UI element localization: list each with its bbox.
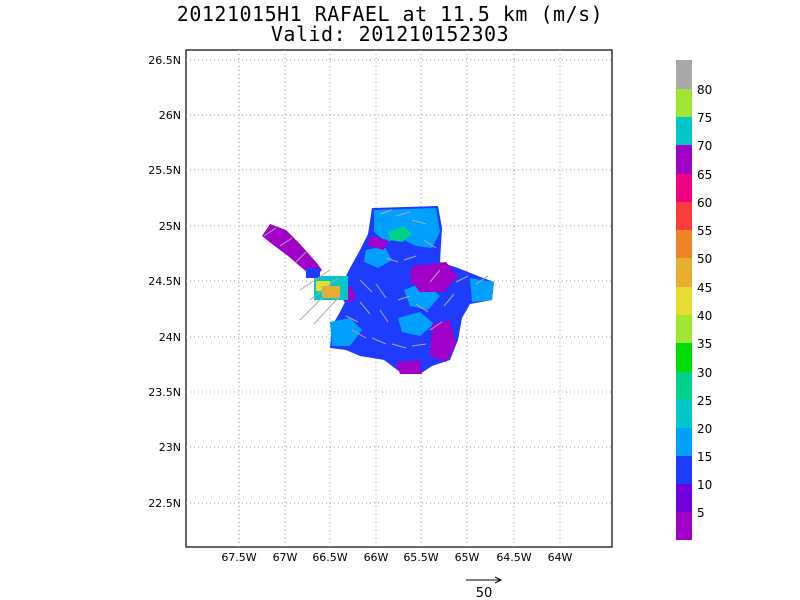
wind-vectors [263,209,489,349]
colorbar-label: 80 [697,83,712,97]
field-15 [306,268,320,278]
cb-swatch [676,60,692,89]
field-20 [330,318,362,346]
lon-label: 65.5W [403,551,438,564]
colorbar-label: 25 [697,394,712,408]
lon-label: 65W [455,551,480,564]
lat-label: 22.5N [148,497,181,510]
colorbar: 5 10 15 20 25 30 35 40 45 50 55 60 65 70… [676,60,712,540]
colorbar-label: 70 [697,139,712,153]
cb-swatch [676,512,692,540]
cb-swatch [676,258,692,287]
colorbar-label: 65 [697,168,712,182]
colorbar-label: 40 [697,309,712,323]
cb-swatch [676,202,692,230]
lon-label: 66.5W [312,551,347,564]
lon-label: 66W [364,551,389,564]
colorbar-label: 35 [697,337,712,351]
cb-swatch [676,230,692,258]
cb-swatch [676,89,692,117]
cb-swatch [676,400,692,428]
title-line-1: 20121015H1 RAFAEL at 11.5 km (m/s) [176,2,604,26]
colorbar-label: 60 [697,196,712,210]
colorbar-label: 5 [697,506,705,520]
field-30 [388,226,412,242]
cb-swatch [676,117,692,145]
field-arm [262,224,322,278]
lon-label: 64.5W [496,551,531,564]
cb-swatch [676,456,692,484]
field-20 [470,278,494,302]
cb-swatch [676,484,692,512]
field-10 [368,236,388,250]
cb-swatch [676,343,692,372]
lat-label: 23N [159,441,181,454]
lat-label: 25N [159,220,181,233]
field-10 [396,360,422,374]
wind-field [262,206,494,374]
colorbar-label: 75 [697,111,712,125]
cb-swatch [676,372,692,400]
colorbar-label: 20 [697,422,712,436]
field-20 [364,246,392,268]
plot-frame [185,49,613,548]
lon-label: 67.5W [221,551,256,564]
lat-label: 26N [159,109,181,122]
cb-swatch [676,428,692,456]
lat-label: 23.5N [148,386,181,399]
colorbar-label: 10 [697,478,712,492]
title-line-2: Valid: 201210152303 [270,22,510,46]
field-50 [322,286,340,298]
lat-label: 25.5N [148,164,181,177]
cb-swatch [676,315,692,343]
colorbar-label: 55 [697,224,712,238]
reference-vector-label: 50 [476,586,493,600]
colorbar-label: 45 [697,281,712,295]
lon-label: 67W [273,551,298,564]
lat-labels: 26.5N 26N 25.5N 25N 24.5N 24N 23.5N 23N … [148,54,181,510]
colorbar-label: 15 [697,450,712,464]
reference-vector: 50 [466,576,503,600]
field-20 [398,312,434,336]
cb-swatch [676,145,692,174]
lon-labels: 67.5W 67W 66.5W 66W 65.5W 65W 64.5W 64W [221,551,572,564]
cb-swatch [676,174,692,202]
cb-swatch [676,287,692,315]
field-10 [430,320,456,362]
lat-label: 26.5N [148,54,181,67]
lat-label: 24N [159,331,181,344]
lat-label: 24.5N [148,275,181,288]
colorbar-label: 50 [697,252,712,266]
lon-label: 64W [548,551,573,564]
colorbar-label: 30 [697,366,712,380]
